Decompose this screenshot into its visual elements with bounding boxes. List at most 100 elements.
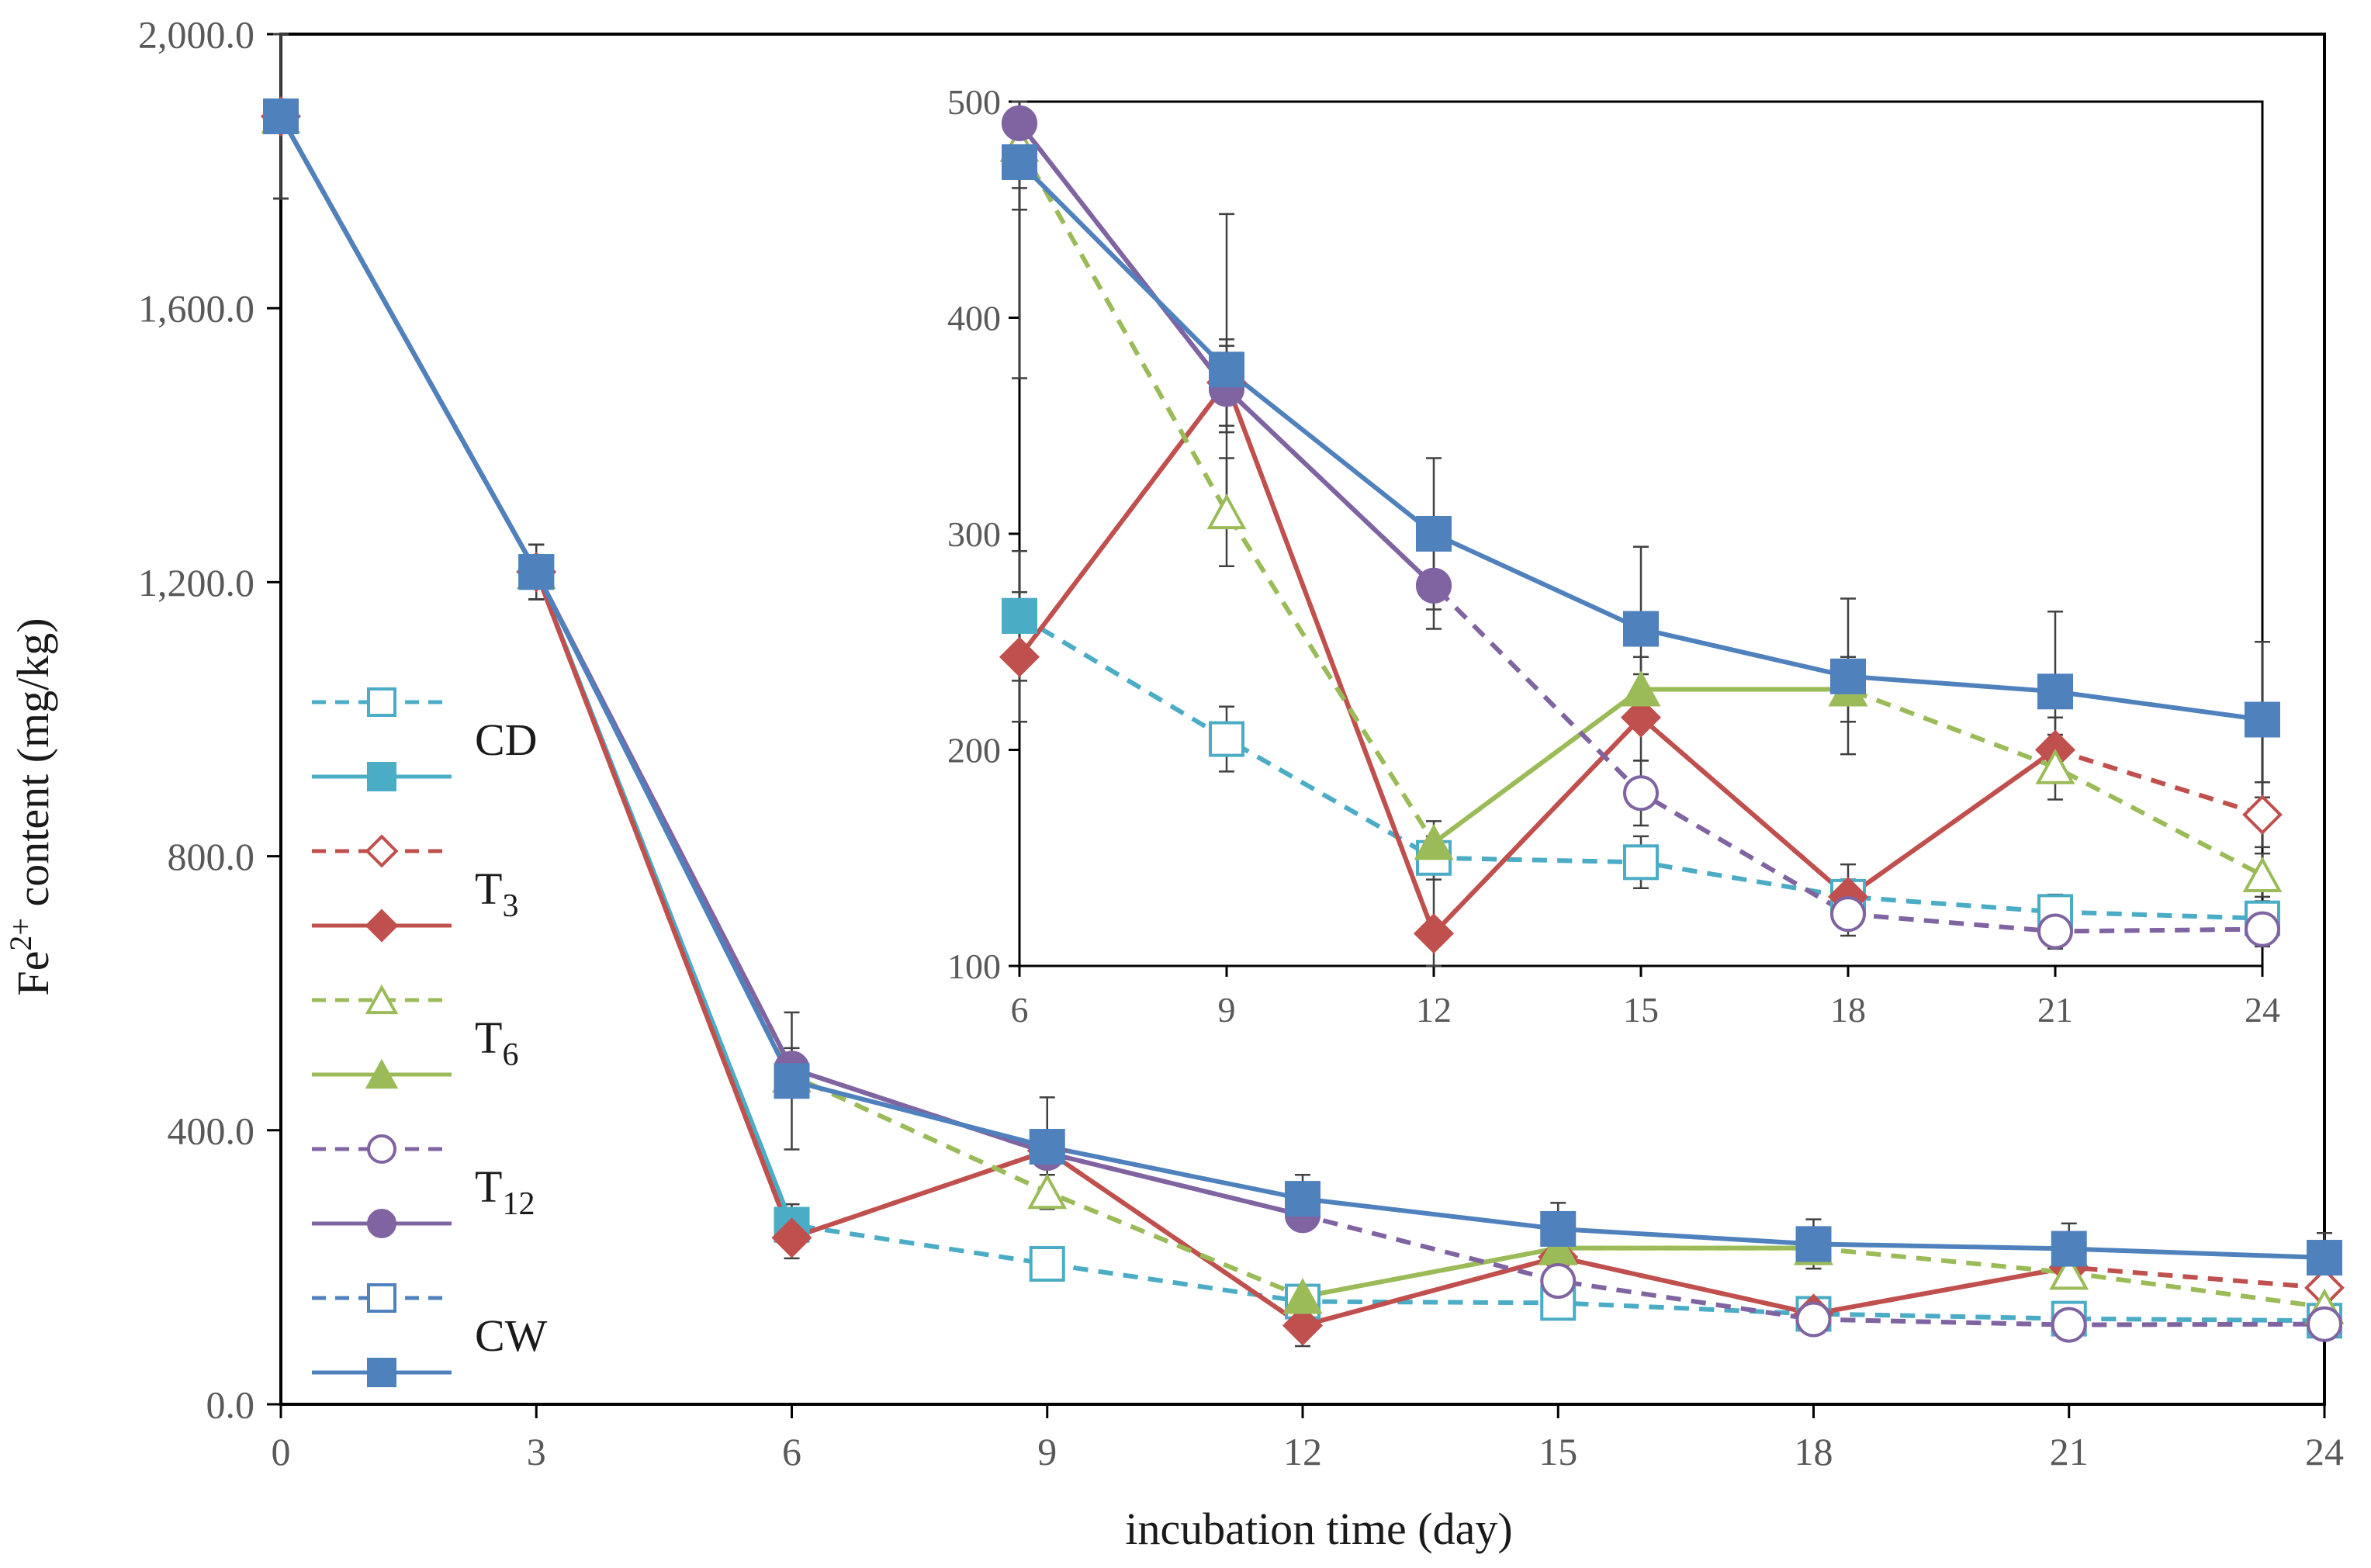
main-point-t6_dry	[2049, 1254, 2089, 1290]
legend-marker-cw_dry	[367, 1283, 396, 1313]
main-x-tick-label: 15	[1539, 1430, 1577, 1473]
inset-point-t12_dry	[2245, 911, 2280, 947]
inset-point-cd_dry	[1623, 844, 1659, 881]
y-axis-title: Fe2+ content (mg/kg)	[3, 618, 58, 995]
main-x-tick-label: 24	[2305, 1430, 2344, 1473]
main-point-t6_wet	[1282, 1278, 1323, 1314]
inset-point-cw_wet	[1416, 516, 1452, 552]
main-point-t12_dry	[2307, 1306, 2342, 1342]
x-axis-title: incubation time (day)	[1125, 1504, 1512, 1554]
main-point-t12_dry	[1540, 1263, 1577, 1300]
legend-label: T3	[475, 864, 518, 924]
main-point-t12_dry	[2051, 1307, 2087, 1343]
main-y-tick-label: 800.0	[168, 835, 255, 878]
main-x-tick-label: 21	[2050, 1430, 2089, 1473]
inset-point-t12_dry	[1623, 775, 1659, 812]
legend-marker-t3_dry	[365, 834, 399, 868]
legend-label-subscript: 3	[502, 888, 518, 924]
main-point-cw_wet	[774, 1063, 810, 1099]
inset-point-cd_dry	[1209, 721, 1244, 757]
legend-label: T12	[475, 1161, 535, 1222]
y-axis-title-main: Fe	[8, 951, 58, 996]
main-line-t3_wet	[279, 115, 2070, 1328]
inset-point-t6_wet	[1621, 670, 1661, 707]
main-x-tick-label: 9	[1037, 1430, 1057, 1473]
legend-marker-t3_wet	[365, 909, 399, 943]
legend-label-main: CD	[475, 715, 538, 765]
main-point-cw_wet	[263, 98, 299, 134]
inset-point-t6_wet	[1414, 824, 1454, 860]
legend-marker-cw_wet	[367, 1358, 396, 1387]
inset-x-tick-label: 21	[2037, 990, 2073, 1030]
main-point-cd_dry	[1029, 1245, 1065, 1282]
inset-axes: 100 200 300 400 500 6 9 12 15 18 21 24	[947, 82, 2280, 1030]
inset-x-tick-label: 6	[1011, 990, 1029, 1030]
legend-marker-t6_dry	[365, 984, 399, 1015]
legend-marker-cd_dry	[367, 687, 396, 717]
inset-point-cd_wet	[1002, 597, 1037, 634]
legend-label-main: T	[475, 1161, 502, 1212]
main-y-tick-label: 2,000.0	[138, 13, 254, 57]
inset-y-tick-label: 500	[947, 82, 1001, 122]
main-y-tick-label: 1,200.0	[138, 561, 254, 604]
inset-point-cw_wet	[1623, 611, 1659, 647]
inset-point-cw_wet	[1830, 658, 1866, 694]
inset-x-tick-label: 15	[1623, 990, 1659, 1030]
legend-marker-t6_wet	[365, 1058, 399, 1089]
legend-label-subscript: 6	[502, 1037, 518, 1073]
inset-point-t3_wet	[999, 636, 1040, 677]
inset-point-t3_wet	[1621, 697, 1661, 738]
legend-label: CW	[475, 1310, 548, 1361]
inset-point-t12_dry	[2037, 913, 2073, 950]
legend-marker-cd_wet	[367, 762, 396, 791]
legend-label-main: CW	[475, 1310, 548, 1361]
inset-x-tick-label: 12	[1416, 990, 1452, 1030]
main-point-cw_wet	[1029, 1128, 1065, 1165]
main-point-t6_dry	[1027, 1173, 1068, 1210]
y-axis-title-rest: content (mg/kg)	[8, 618, 58, 918]
main-point-cw_wet	[2307, 1240, 2342, 1276]
inset-y-tick-label: 200	[947, 731, 1001, 770]
main-x-tick-label: 12	[1283, 1430, 1322, 1473]
main-series-markers	[261, 96, 2345, 1346]
main-point-cw_wet	[1285, 1181, 1320, 1217]
main-point-t3_wet	[771, 1217, 812, 1258]
inset-point-cw_wet	[2037, 673, 2073, 710]
inset-y-tick-label: 400	[947, 299, 1001, 338]
inset-series-markers	[999, 105, 2283, 954]
legend-label: CD	[475, 715, 538, 765]
inset-x-tick-label: 9	[1218, 990, 1236, 1030]
inset-point-t6_dry	[2035, 748, 2075, 784]
inset-point-t12_wet	[1002, 105, 1037, 141]
inset-point-t12_wet	[1416, 567, 1452, 604]
main-y-tick-label: 400.0	[168, 1109, 255, 1152]
main-point-t3_wet	[1282, 1305, 1323, 1346]
inset-point-t12_dry	[1830, 896, 1866, 933]
inset-line-t3_wet	[1017, 380, 2057, 936]
main-point-cw_wet	[2051, 1231, 2087, 1267]
main-point-cw_wet	[1795, 1226, 1832, 1262]
y-axis-title-superscript: 2+	[3, 918, 38, 951]
main-plot: 0.0 400.0 800.0 1,200.0 1,600.0 2,000.0 0 3 6 9 12…	[138, 13, 2345, 1473]
inset-point-cw_wet	[1209, 351, 1244, 388]
inset-point-t3_dry	[2242, 794, 2283, 835]
legend-label-main: T	[475, 864, 502, 914]
main-x-tick-label: 0	[272, 1430, 291, 1473]
inset-point-t6_dry	[2242, 856, 2283, 892]
main-point-cw_wet	[1540, 1210, 1577, 1247]
inset-x-tick-label: 18	[1830, 990, 1866, 1030]
main-x-tick-label: 6	[782, 1430, 801, 1473]
inset-point-t6_dry	[1206, 493, 1247, 530]
inset-point-t3_wet	[1414, 913, 1454, 954]
inset-x-tick-label: 24	[2245, 990, 2280, 1030]
legend-marker-t12_dry	[367, 1134, 396, 1164]
inset-y-tick-label: 100	[947, 947, 1001, 986]
main-x-tick-label: 18	[1795, 1430, 1833, 1473]
legend-marker-t12_wet	[367, 1209, 396, 1238]
inset-y-tick-label: 300	[947, 514, 1001, 554]
main-y-tick-label: 1,600.0	[138, 287, 254, 331]
legend-label-subscript: 12	[502, 1186, 535, 1222]
